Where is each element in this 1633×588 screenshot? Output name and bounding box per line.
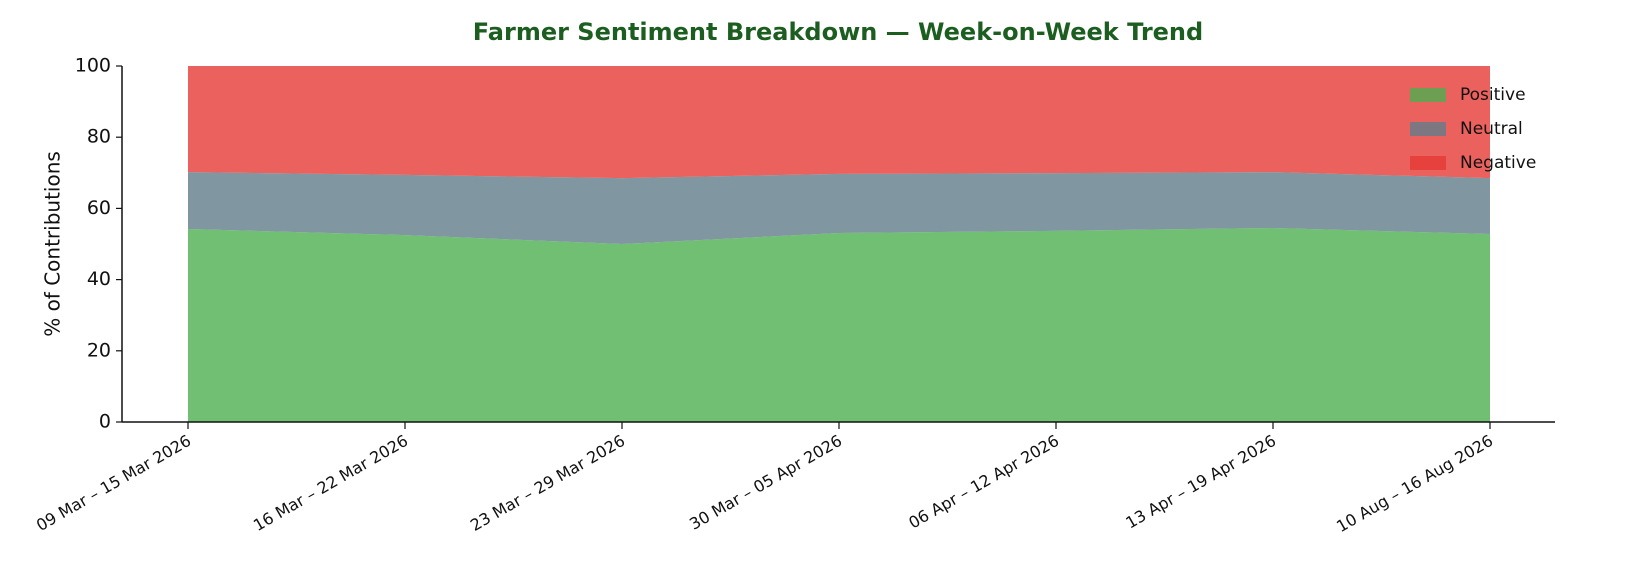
legend-swatch [1410, 88, 1446, 102]
y-tick-label: 100 [75, 55, 111, 77]
y-tick-label: 20 [87, 339, 111, 361]
area [188, 227, 1490, 422]
legend-label: Positive [1460, 85, 1526, 105]
y-tick-label: 40 [87, 268, 111, 290]
y-tick-label: 80 [87, 126, 111, 148]
legend-label: Negative [1460, 153, 1536, 173]
legend-swatch [1410, 122, 1446, 136]
y-axis-label: % of Contributions [41, 151, 65, 337]
x-tick-label: 10 Aug – 16 Aug 2026 [1333, 431, 1496, 536]
x-tick-label: 16 Mar – 22 Mar 2026 [250, 431, 411, 535]
area [188, 172, 1490, 244]
legend-label: Neutral [1460, 119, 1523, 139]
x-tick-label: 06 Apr – 12 Apr 2026 [905, 431, 1062, 533]
x-tick-label: 13 Apr – 19 Apr 2026 [1122, 431, 1279, 533]
x-tick-label: 30 Mar – 05 Apr 2026 [686, 431, 845, 534]
area [188, 66, 1490, 179]
y-tick-label: 60 [87, 197, 111, 219]
chart-title: Farmer Sentiment Breakdown — Week-on-Wee… [473, 18, 1203, 46]
y-tick-label: 0 [99, 411, 111, 433]
x-tick-label: 23 Mar – 29 Mar 2026 [467, 431, 628, 535]
x-tick-label: 09 Mar – 15 Mar 2026 [33, 431, 194, 535]
legend-swatch [1410, 156, 1446, 170]
